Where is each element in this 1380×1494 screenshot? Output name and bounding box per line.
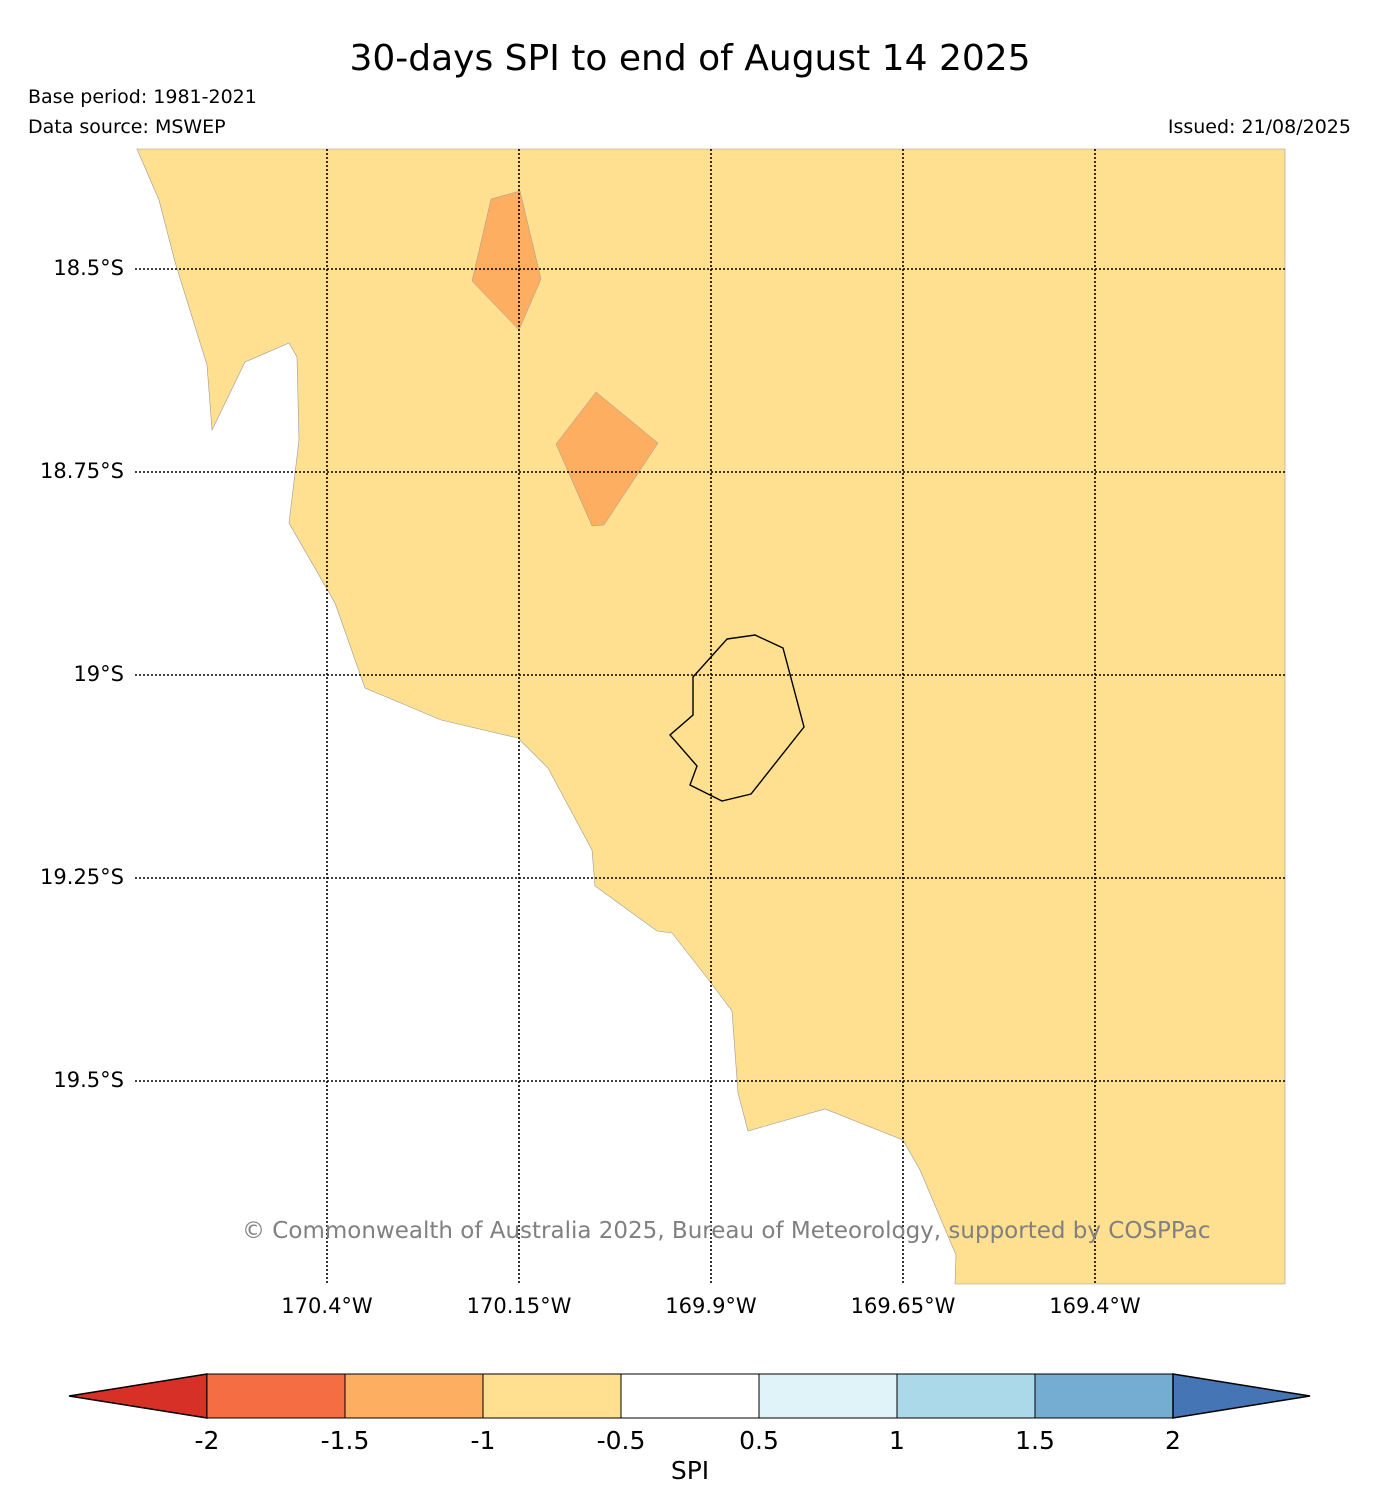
spi-region-moderately-dry bbox=[136, 148, 1286, 1285]
colorbar-title: SPI bbox=[670, 1456, 710, 1485]
colorbar-swatch bbox=[344, 1373, 484, 1419]
colorbar-extend-high bbox=[1172, 1373, 1311, 1419]
colorbar-swatch bbox=[620, 1373, 760, 1419]
map-title: 30-days SPI to end of August 14 2025 bbox=[349, 38, 1031, 79]
lat-label-19: 19°S bbox=[73, 662, 124, 686]
colorbar-tick-label: 1.5 bbox=[1015, 1426, 1055, 1455]
colorbar-tick-label: -1 bbox=[470, 1426, 496, 1455]
colorbar-tick-label: 1 bbox=[889, 1426, 905, 1455]
base-period-text: Base period: 1981-2021 bbox=[28, 86, 257, 108]
lon-label-169-65: 169.65°W bbox=[850, 1294, 956, 1318]
data-source-text: Data source: MSWEP bbox=[28, 116, 226, 138]
spi-region-very-dry-north bbox=[471, 190, 542, 331]
colorbar-extend-low bbox=[68, 1373, 208, 1419]
lat-label-19-25: 19.25°S bbox=[40, 865, 124, 889]
copyright-notice: © Commonwealth of Australia 2025, Bureau… bbox=[242, 1218, 1211, 1244]
island-coastline bbox=[669, 634, 805, 802]
colorbar-tick-label: -0.5 bbox=[596, 1426, 646, 1455]
lon-label-169-9: 169.9°W bbox=[665, 1294, 757, 1318]
colorbar-swatch bbox=[482, 1373, 622, 1419]
lon-label-169-4: 169.4°W bbox=[1049, 1294, 1141, 1318]
colorbar-swatch bbox=[758, 1373, 898, 1419]
lat-label-18-75: 18.75°S bbox=[40, 459, 124, 483]
colorbar-swatch bbox=[206, 1373, 346, 1419]
colorbar-tick-label: 2 bbox=[1165, 1426, 1181, 1455]
colorbar-swatch bbox=[896, 1373, 1036, 1419]
lon-label-170-4: 170.4°W bbox=[281, 1294, 373, 1318]
lon-label-170-15: 170.15°W bbox=[466, 1294, 572, 1318]
lat-label-18-5: 18.5°S bbox=[53, 256, 124, 280]
spi-region-very-dry-central bbox=[555, 391, 659, 527]
colorbar-swatch bbox=[1034, 1373, 1174, 1419]
longitude-gridlines bbox=[326, 149, 1096, 1284]
colorbar-tick-label: -1.5 bbox=[320, 1426, 370, 1455]
colorbar-tick-label: -2 bbox=[194, 1426, 220, 1455]
colorbar-tick-label: 0.5 bbox=[739, 1426, 779, 1455]
issued-date-text: Issued: 21/08/2025 bbox=[1167, 116, 1351, 138]
lat-label-19-5: 19.5°S bbox=[53, 1068, 124, 1092]
